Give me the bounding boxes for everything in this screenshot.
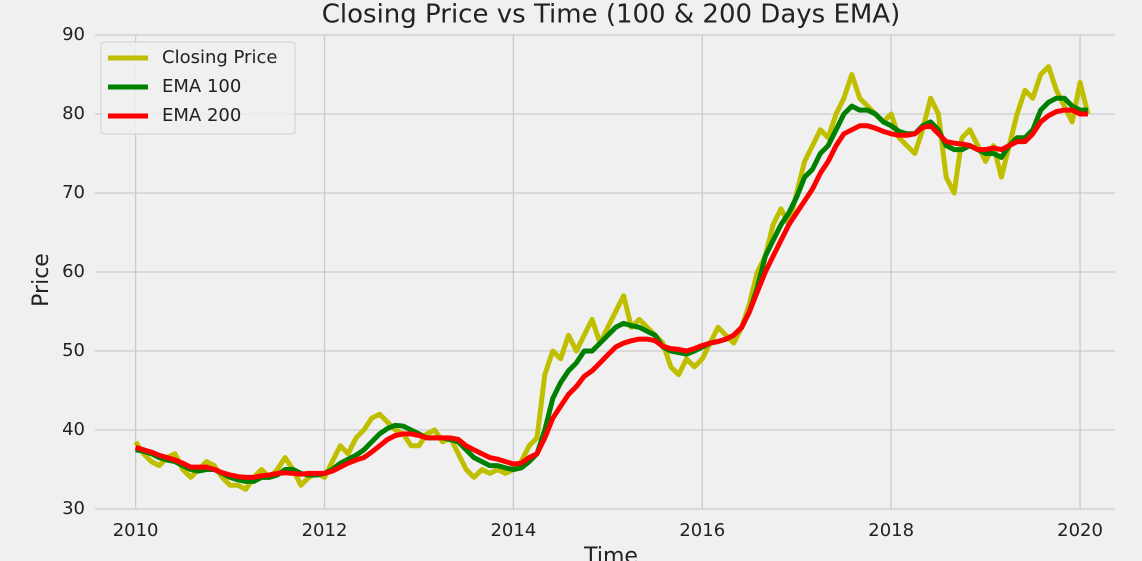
chart-title: Closing Price vs Time (100 & 200 Days EM… [322,0,901,30]
legend: Closing Price EMA 100 EMA 200 [100,41,296,135]
x-tick-label: 2010 [113,520,159,541]
y-tick-label: 30 [62,498,85,519]
x-tick-label: 2012 [302,520,348,541]
x-tick-label: 2018 [868,520,914,541]
legend-label: EMA 100 [162,76,241,97]
y-tick-label: 40 [62,419,85,440]
x-tick-label: 2020 [1057,520,1103,541]
x-axis-label: Time [583,544,638,561]
y-axis-label: Price [29,253,54,307]
series-line [134,107,1088,480]
x-tick-label: 2014 [490,520,536,541]
legend-box [100,41,296,135]
y-tick-label: 60 [62,261,85,282]
series-line [135,95,1088,484]
y-tick-label: 90 [62,24,85,45]
x-tick-label: 2016 [679,520,725,541]
y-tick-label: 80 [62,103,85,124]
legend-label: EMA 200 [162,105,241,126]
y-tick-label: 70 [62,182,85,203]
y-tick-label: 50 [62,340,85,361]
legend-label: Closing Price [162,47,277,68]
plot-lines [133,64,1091,492]
